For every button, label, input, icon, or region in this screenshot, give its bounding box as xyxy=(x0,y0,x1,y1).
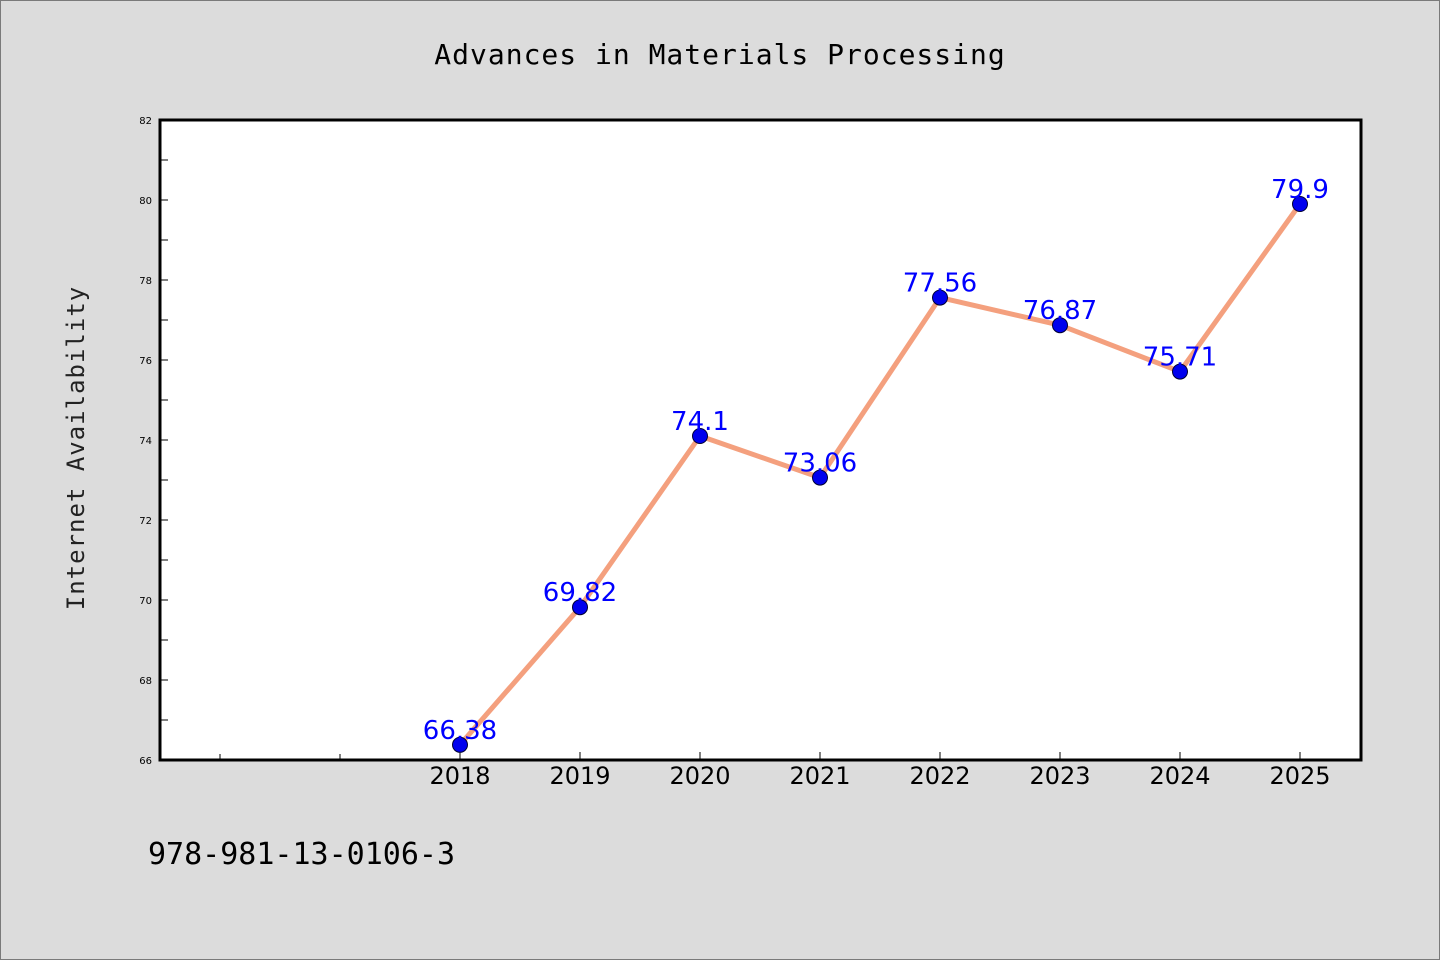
y-tick-label: 80 xyxy=(139,196,152,207)
x-tick-label: 2020 xyxy=(669,762,730,790)
plot-area xyxy=(160,120,1361,760)
x-tick-label: 2025 xyxy=(1269,762,1330,790)
data-label: 66.38 xyxy=(423,716,497,746)
data-label: 73.06 xyxy=(783,449,857,479)
x-tick-label: 2023 xyxy=(1029,762,1090,790)
data-point xyxy=(812,469,828,486)
data-label: 69.82 xyxy=(543,578,617,608)
data-point xyxy=(1172,363,1188,380)
data-point xyxy=(572,599,588,616)
data-label: 76.87 xyxy=(1023,296,1097,326)
x-tick-label: 2022 xyxy=(909,762,970,790)
data-point xyxy=(932,289,948,306)
x-tick-label: 2018 xyxy=(429,762,490,790)
data-point xyxy=(452,736,468,753)
data-labels: 66.38 69.82 74.1 73.06 77.56 76.87 75.71 79.9 xyxy=(423,175,1329,746)
y-tick-label: 66 xyxy=(139,756,152,767)
data-label: 77.56 xyxy=(903,269,977,299)
data-point xyxy=(1292,196,1308,212)
x-tick-label: 2019 xyxy=(549,762,610,790)
y-tick-label: 76 xyxy=(139,356,152,367)
series xyxy=(452,196,1308,753)
y-tick-label: 74 xyxy=(139,436,152,447)
data-point xyxy=(692,428,708,444)
x-tick-label: 2024 xyxy=(1149,762,1210,790)
data-label: 74.1 xyxy=(671,407,729,437)
y-tick-label: 68 xyxy=(139,676,152,687)
x-tick-label: 2021 xyxy=(789,762,850,790)
data-label: 75.71 xyxy=(1143,343,1217,373)
y-tick-label: 70 xyxy=(139,596,152,607)
x-axis: 2018 2019 2020 2021 2022 2023 2024 2025 xyxy=(219,752,1331,790)
chart-title: Advances in Materials Processing xyxy=(434,38,1005,71)
plot-border xyxy=(158,118,1363,762)
y-tick-label: 82 xyxy=(139,116,152,127)
footer-code: 978-981-13-0106-3 xyxy=(148,837,455,872)
data-label: 79.9 xyxy=(1271,175,1329,205)
y-tick-label: 78 xyxy=(139,276,152,287)
y-axis-label: Internet Availability xyxy=(62,286,90,610)
y-tick-label: 72 xyxy=(139,516,152,527)
data-point xyxy=(1052,317,1068,334)
series-line xyxy=(458,202,1303,747)
